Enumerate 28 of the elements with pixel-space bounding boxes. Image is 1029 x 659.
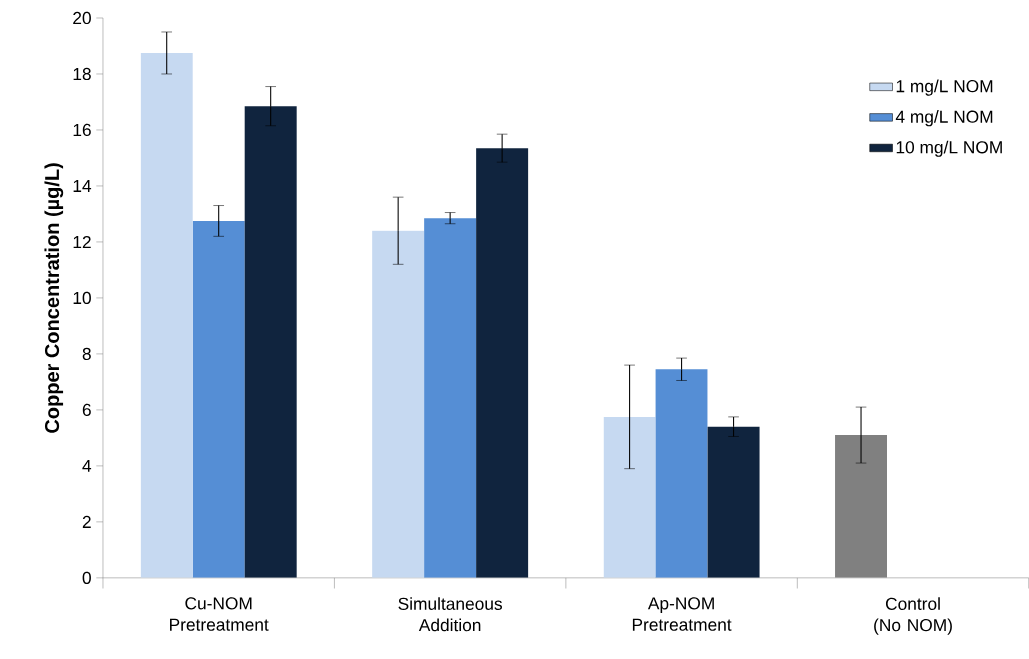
bar [140, 53, 193, 578]
y-tick-label: 20 [73, 11, 91, 25]
y-tick-label: 12 [73, 235, 91, 249]
legend-label: 1 mg/L NOM [896, 79, 993, 96]
x-tick-label: Simultaneous Addition [398, 597, 502, 632]
y-tick-label: 16 [73, 123, 91, 137]
bar [192, 221, 245, 578]
y-axis-title: Copper Concentration (µg/L) [44, 163, 64, 433]
bar [603, 416, 656, 578]
y-tick-label: 4 [82, 460, 92, 472]
x-tick-label: Ap-NOM Pretreatment [632, 597, 732, 631]
bar [244, 106, 297, 578]
y-tick-label: 18 [73, 67, 91, 81]
y-tick-label: 6 [82, 403, 91, 417]
y-tick-label: 2 [82, 515, 91, 528]
bar [707, 426, 760, 578]
bar [424, 218, 477, 578]
bar [655, 369, 708, 578]
legend-label: 4 mg/L NOM [895, 110, 993, 127]
y-tick-label: 14 [73, 180, 92, 192]
bar [372, 230, 425, 578]
bar [476, 148, 529, 578]
legend-label: 10 mg/L NOM [896, 140, 1002, 157]
y-tick-label: 10 [73, 291, 91, 305]
x-tick-label: Cu-NOM Pretreatment [170, 597, 269, 631]
y-tick-label: 0 [82, 571, 91, 585]
x-tick-label: Control (No NOM) [874, 597, 952, 635]
y-tick-label: 8 [82, 347, 91, 361]
